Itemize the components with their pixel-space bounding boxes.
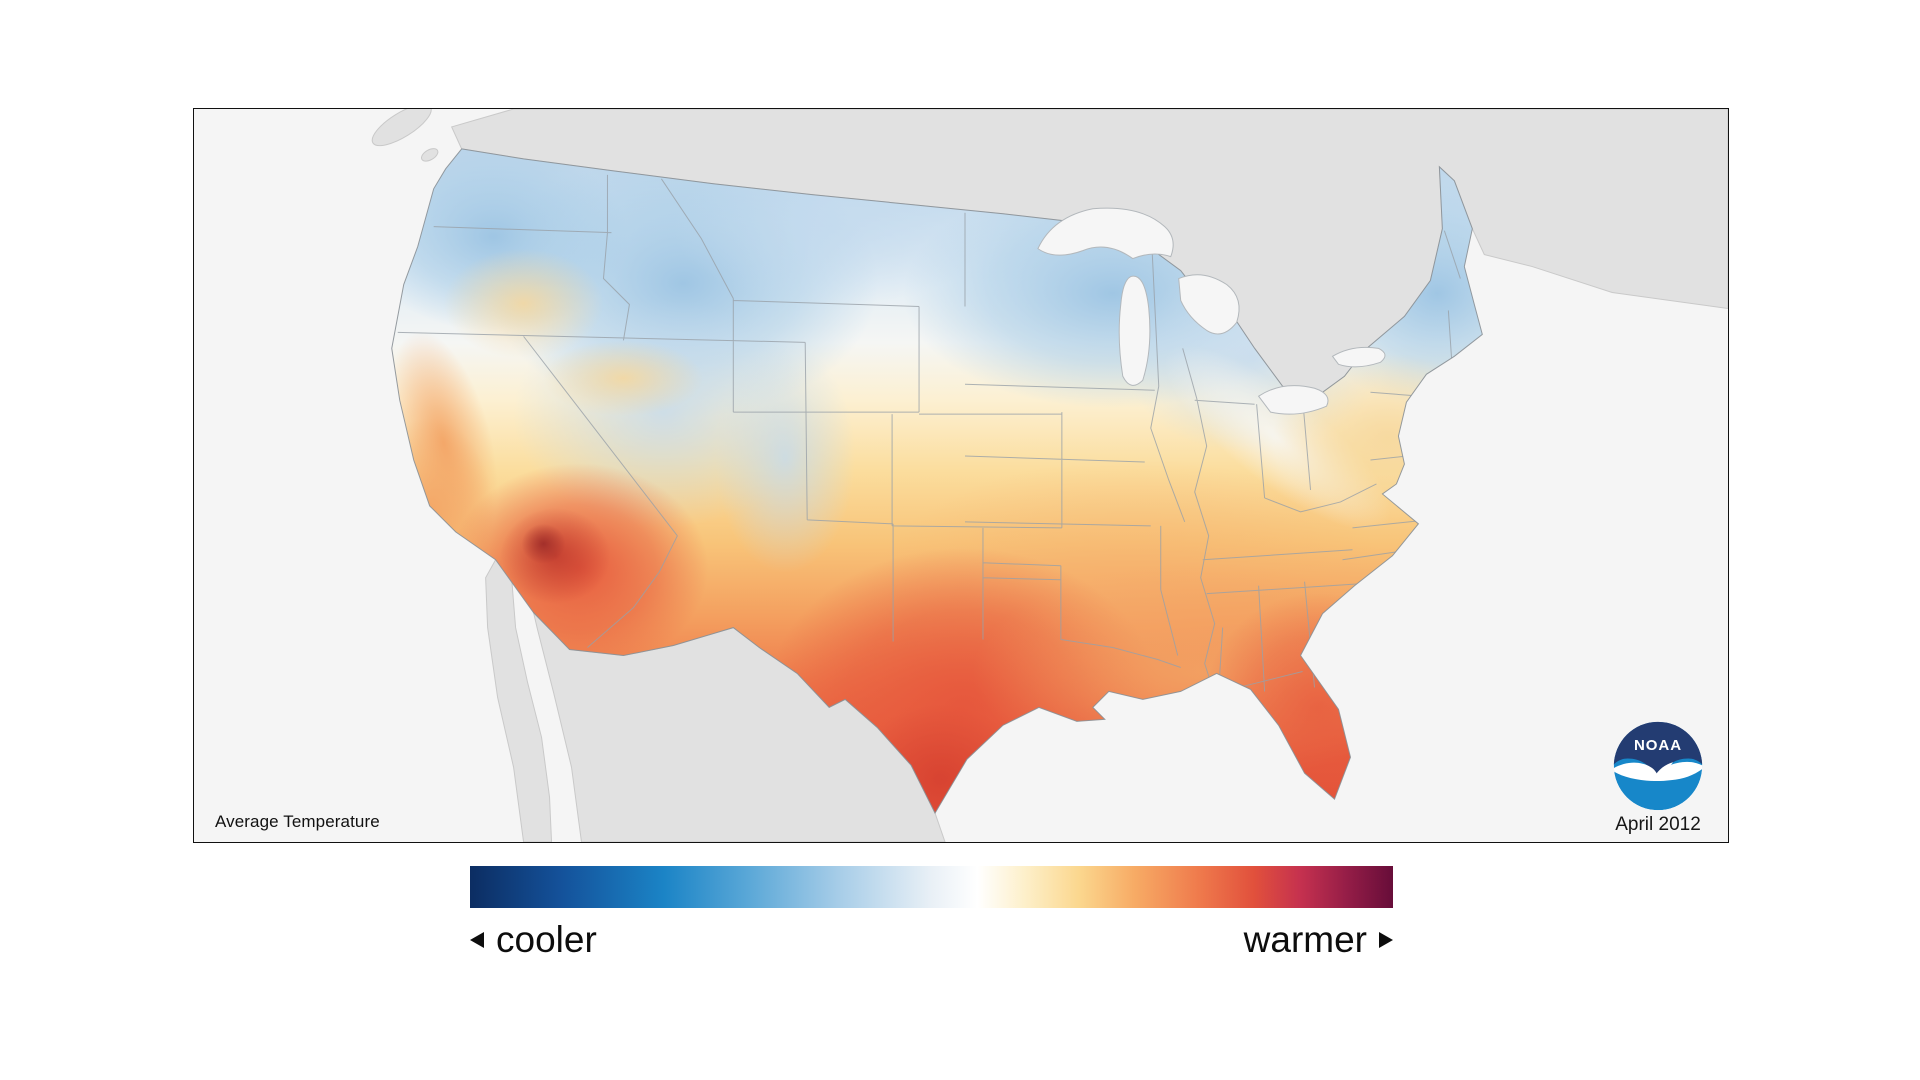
map-panel: Average Temperature NOAA April 2012: [193, 108, 1729, 843]
cooler-label: cooler: [496, 919, 597, 960]
noaa-logo-gull-wing-icon: [1654, 762, 1674, 782]
noaa-logo-text: NOAA: [1634, 737, 1682, 754]
coastal-island: [421, 148, 439, 162]
map-date: April 2012: [1615, 814, 1701, 835]
baja-peninsula: [485, 558, 553, 842]
lake-superior: [1037, 207, 1174, 260]
lake-huron: [1178, 274, 1240, 335]
lake-ontario: [1331, 346, 1386, 368]
vancouver-island: [371, 109, 432, 147]
cooler-arrow-icon: [470, 932, 484, 948]
warmer-label: warmer: [1243, 919, 1367, 960]
legend-warmer: warmer: [1244, 917, 1393, 963]
state-borders: [397, 174, 1461, 708]
legend-cooler: cooler: [470, 917, 597, 963]
lake-erie: [1257, 385, 1329, 415]
lake-michigan: [1118, 275, 1151, 386]
warmer-arrow-icon: [1379, 932, 1393, 948]
great-lakes: [1037, 207, 1386, 415]
noaa-logo-icon: NOAA: [1613, 721, 1703, 811]
map-title: Average Temperature: [215, 812, 380, 831]
us-temperature-map: [194, 109, 1728, 842]
colorbar-legend: cooler warmer: [470, 916, 1393, 964]
noaa-logo-gull-icon: [1613, 761, 1703, 781]
noaa-logo-sky: [1613, 721, 1703, 782]
noaa-attribution: NOAA April 2012: [1606, 719, 1710, 836]
temperature-colorbar: [470, 866, 1393, 908]
